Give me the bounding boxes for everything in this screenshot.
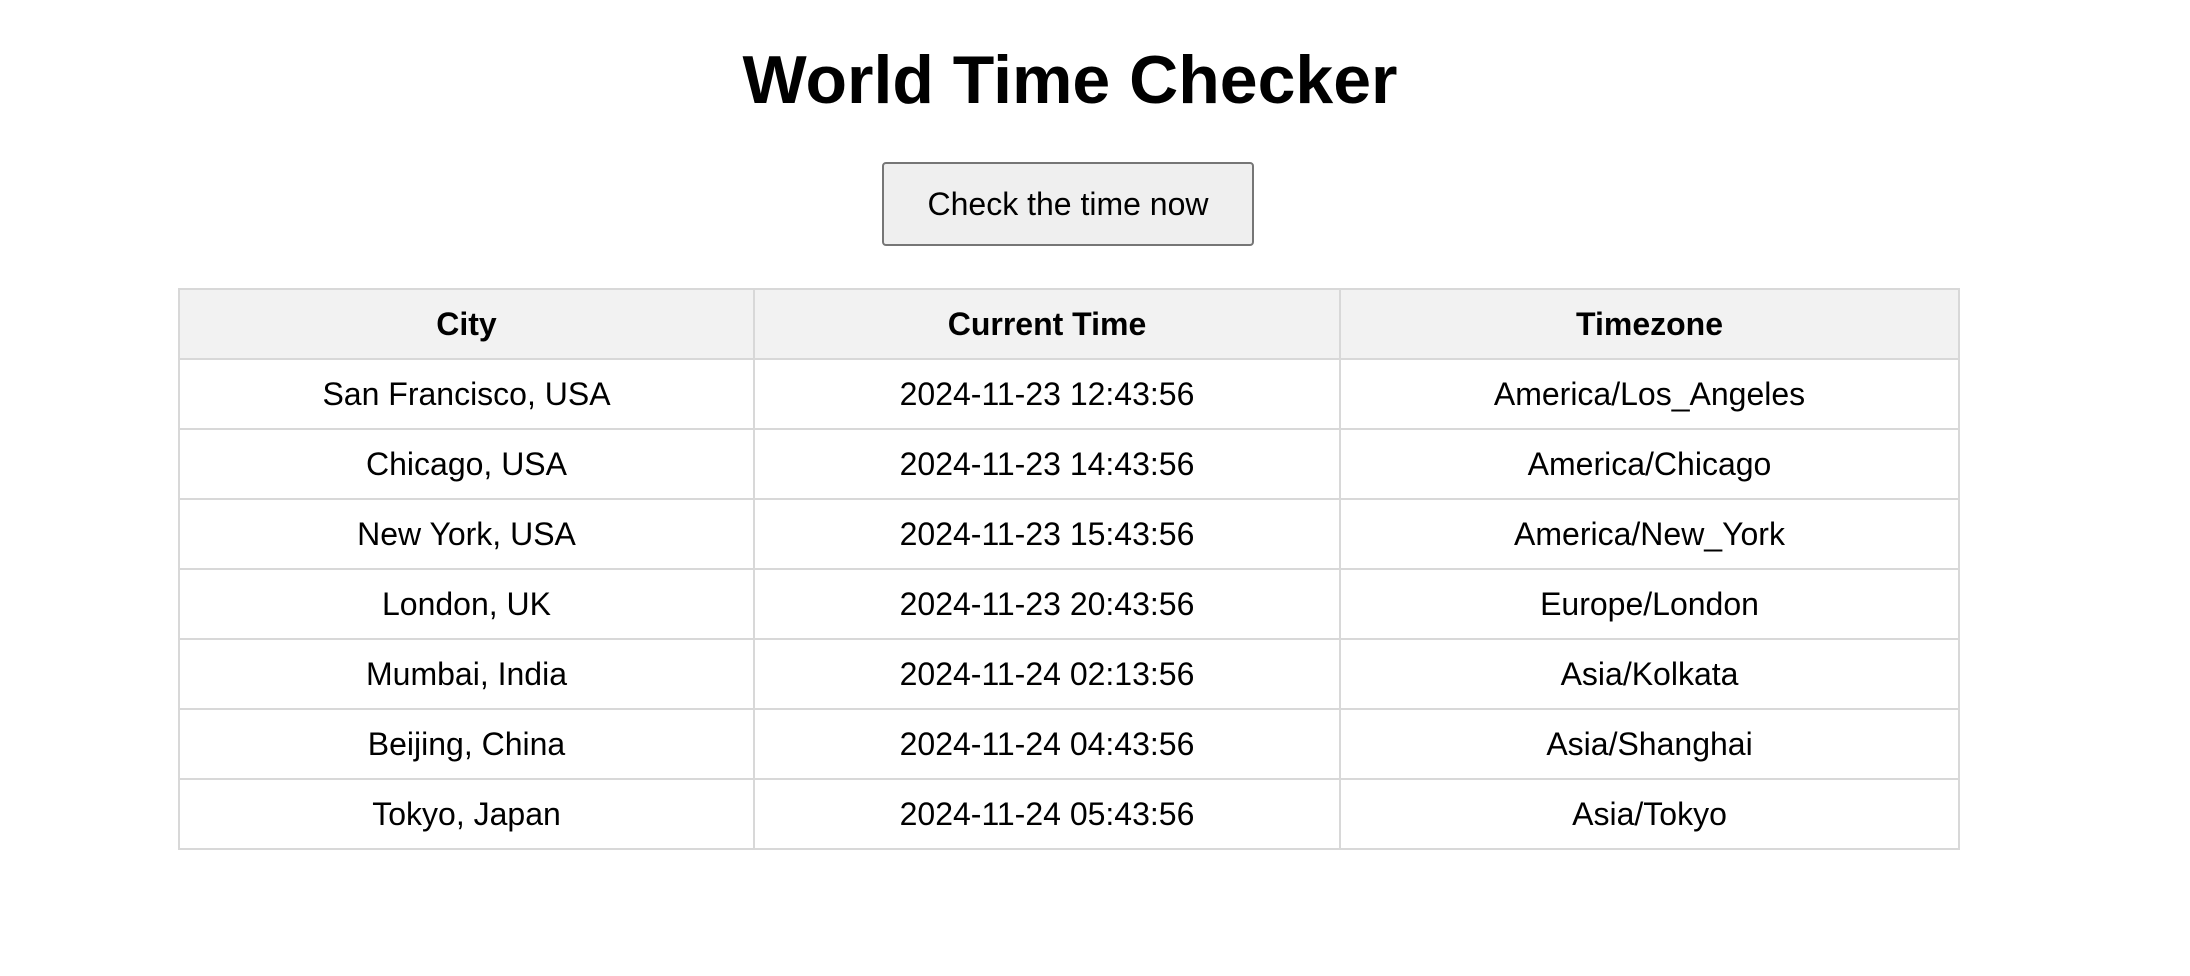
current-time-cell: 2024-11-23 12:43:56 [753,358,1341,430]
header-city: City [178,288,755,360]
time-table: City Current Time Timezone San Francisco… [178,288,1960,850]
city-cell: New York, USA [178,498,755,570]
table-header: City Current Time Timezone [178,288,1960,360]
current-time-cell: 2024-11-24 05:43:56 [753,778,1341,850]
city-cell: San Francisco, USA [178,358,755,430]
city-cell: Beijing, China [178,708,755,780]
current-time-cell: 2024-11-24 02:13:56 [753,638,1341,710]
current-time-cell: 2024-11-24 04:43:56 [753,708,1341,780]
city-cell: London, UK [178,568,755,640]
timezone-cell: Asia/Shanghai [1339,708,1960,780]
table-row: San Francisco, USA 2024-11-23 12:43:56 A… [178,358,1960,430]
timezone-cell: America/Los_Angeles [1339,358,1960,430]
city-cell: Chicago, USA [178,428,755,500]
timezone-cell: Europe/London [1339,568,1960,640]
table-row: Beijing, China 2024-11-24 04:43:56 Asia/… [178,708,1960,780]
current-time-cell: 2024-11-23 15:43:56 [753,498,1341,570]
city-cell: Tokyo, Japan [178,778,755,850]
page-title: World Time Checker [742,42,1398,118]
timezone-cell: Asia/Kolkata [1339,638,1960,710]
timezone-cell: America/New_York [1339,498,1960,570]
current-time-cell: 2024-11-23 20:43:56 [753,568,1341,640]
table-row: Mumbai, India 2024-11-24 02:13:56 Asia/K… [178,638,1960,710]
table-header-row: City Current Time Timezone [178,288,1960,360]
table-row: Chicago, USA 2024-11-23 14:43:56 America… [178,428,1960,500]
header-current-time: Current Time [753,288,1341,360]
table-row: London, UK 2024-11-23 20:43:56 Europe/Lo… [178,568,1960,640]
current-time-cell: 2024-11-23 14:43:56 [753,428,1341,500]
header-timezone: Timezone [1339,288,1960,360]
timezone-cell: Asia/Tokyo [1339,778,1960,850]
check-time-button[interactable]: Check the time now [882,162,1254,246]
timezone-cell: America/Chicago [1339,428,1960,500]
table-row: Tokyo, Japan 2024-11-24 05:43:56 Asia/To… [178,778,1960,850]
city-cell: Mumbai, India [178,638,755,710]
table-row: New York, USA 2024-11-23 15:43:56 Americ… [178,498,1960,570]
table-body: San Francisco, USA 2024-11-23 12:43:56 A… [178,358,1960,850]
